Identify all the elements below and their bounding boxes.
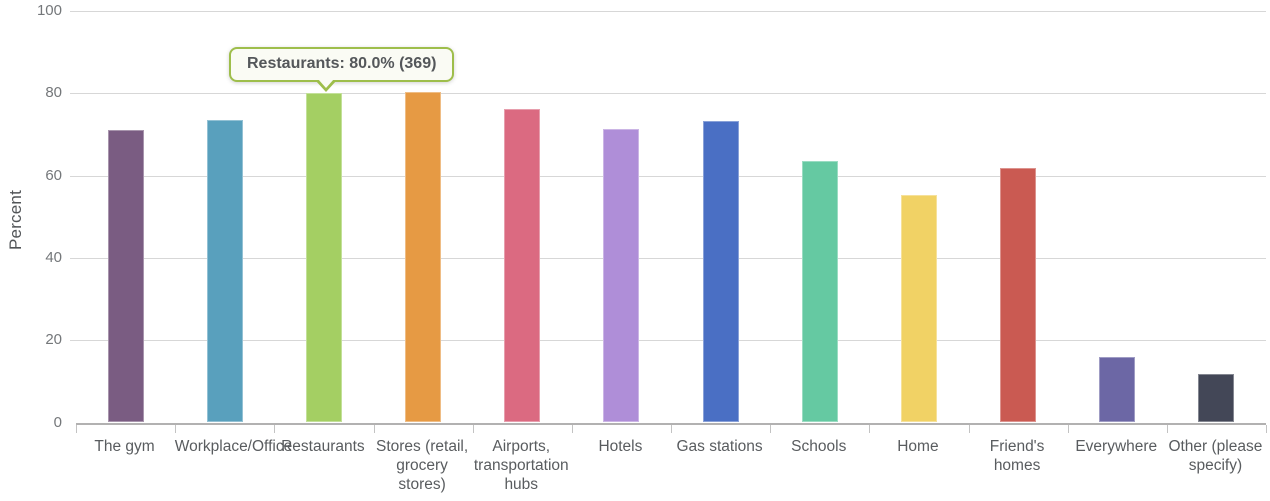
bar-airports-transportation-hubs[interactable] [504, 108, 541, 423]
bar-home[interactable] [900, 194, 937, 423]
y-tick-label-0: 0 [53, 413, 62, 431]
x-label-other-please-specify: Other (please specify) [1168, 437, 1263, 474]
bar-other-please-specify[interactable] [1198, 373, 1235, 423]
bar-the-gym[interactable] [107, 130, 144, 423]
x-axis-tick [274, 424, 276, 433]
x-axis-tick [671, 424, 672, 433]
gridline-80 [70, 93, 1266, 95]
x-label-gas-stations: Gas stations [676, 437, 763, 455]
gridline-20 [70, 340, 1266, 342]
x-axis-tick [869, 424, 871, 433]
gridline-40 [70, 257, 1266, 259]
x-axis-tick [1266, 424, 1267, 433]
x-label-hotels: Hotels [598, 437, 643, 455]
bar-hotels[interactable] [603, 128, 640, 423]
y-tick-label-100: 100 [36, 2, 62, 19]
x-label-everywhere: Everywhere [1075, 437, 1158, 455]
gridline-60 [70, 175, 1266, 177]
gridline-100 [70, 11, 1266, 12]
y-axis-title: Percent [6, 190, 25, 250]
bar-tooltip: Restaurants: 80.0% (369) [229, 47, 455, 92]
x-label-schools: Schools [791, 437, 847, 455]
x-label-home: Home [897, 437, 939, 455]
x-axis-tick [1067, 424, 1069, 433]
y-tick-label-80: 80 [45, 84, 62, 102]
bar-gas-stations[interactable] [702, 121, 739, 423]
bar-everywhere[interactable] [1099, 356, 1136, 423]
x-axis-tick [175, 424, 177, 433]
y-tick-label-60: 60 [45, 166, 62, 184]
x-label-stores-retail-grocery-stores: Stores (retail, grocery stores) [375, 437, 469, 493]
x-axis-line [76, 422, 1266, 425]
x-axis-tick [571, 424, 573, 433]
bar-stores-retail-grocery-stores[interactable] [405, 91, 442, 423]
bar-schools[interactable] [801, 160, 838, 423]
x-axis-tick [1166, 424, 1168, 433]
x-label-airports-transportation-hubs: Airports, transportation hubs [473, 437, 569, 493]
bar-restaurants[interactable] [305, 93, 342, 423]
x-label-friend-s-homes: Friend's homes [989, 437, 1045, 474]
x-label-workplace-office: Workplace/Office [174, 437, 293, 455]
bar-workplace-office[interactable] [206, 119, 243, 423]
x-axis-tick [968, 424, 970, 433]
x-axis-tick [76, 424, 77, 433]
bar-friend-s-homes[interactable] [1000, 168, 1037, 423]
tooltip-text: Restaurants: 80.0% (369) [247, 55, 437, 72]
x-axis-tick [472, 424, 474, 433]
y-tick-label-40: 40 [45, 248, 62, 266]
y-tick-label-20: 20 [45, 331, 62, 349]
x-label-restaurants: Restaurants [281, 437, 365, 455]
x-label-the-gym: The gym [94, 437, 155, 455]
x-axis-tick [373, 424, 375, 433]
x-axis-tick [770, 424, 772, 433]
